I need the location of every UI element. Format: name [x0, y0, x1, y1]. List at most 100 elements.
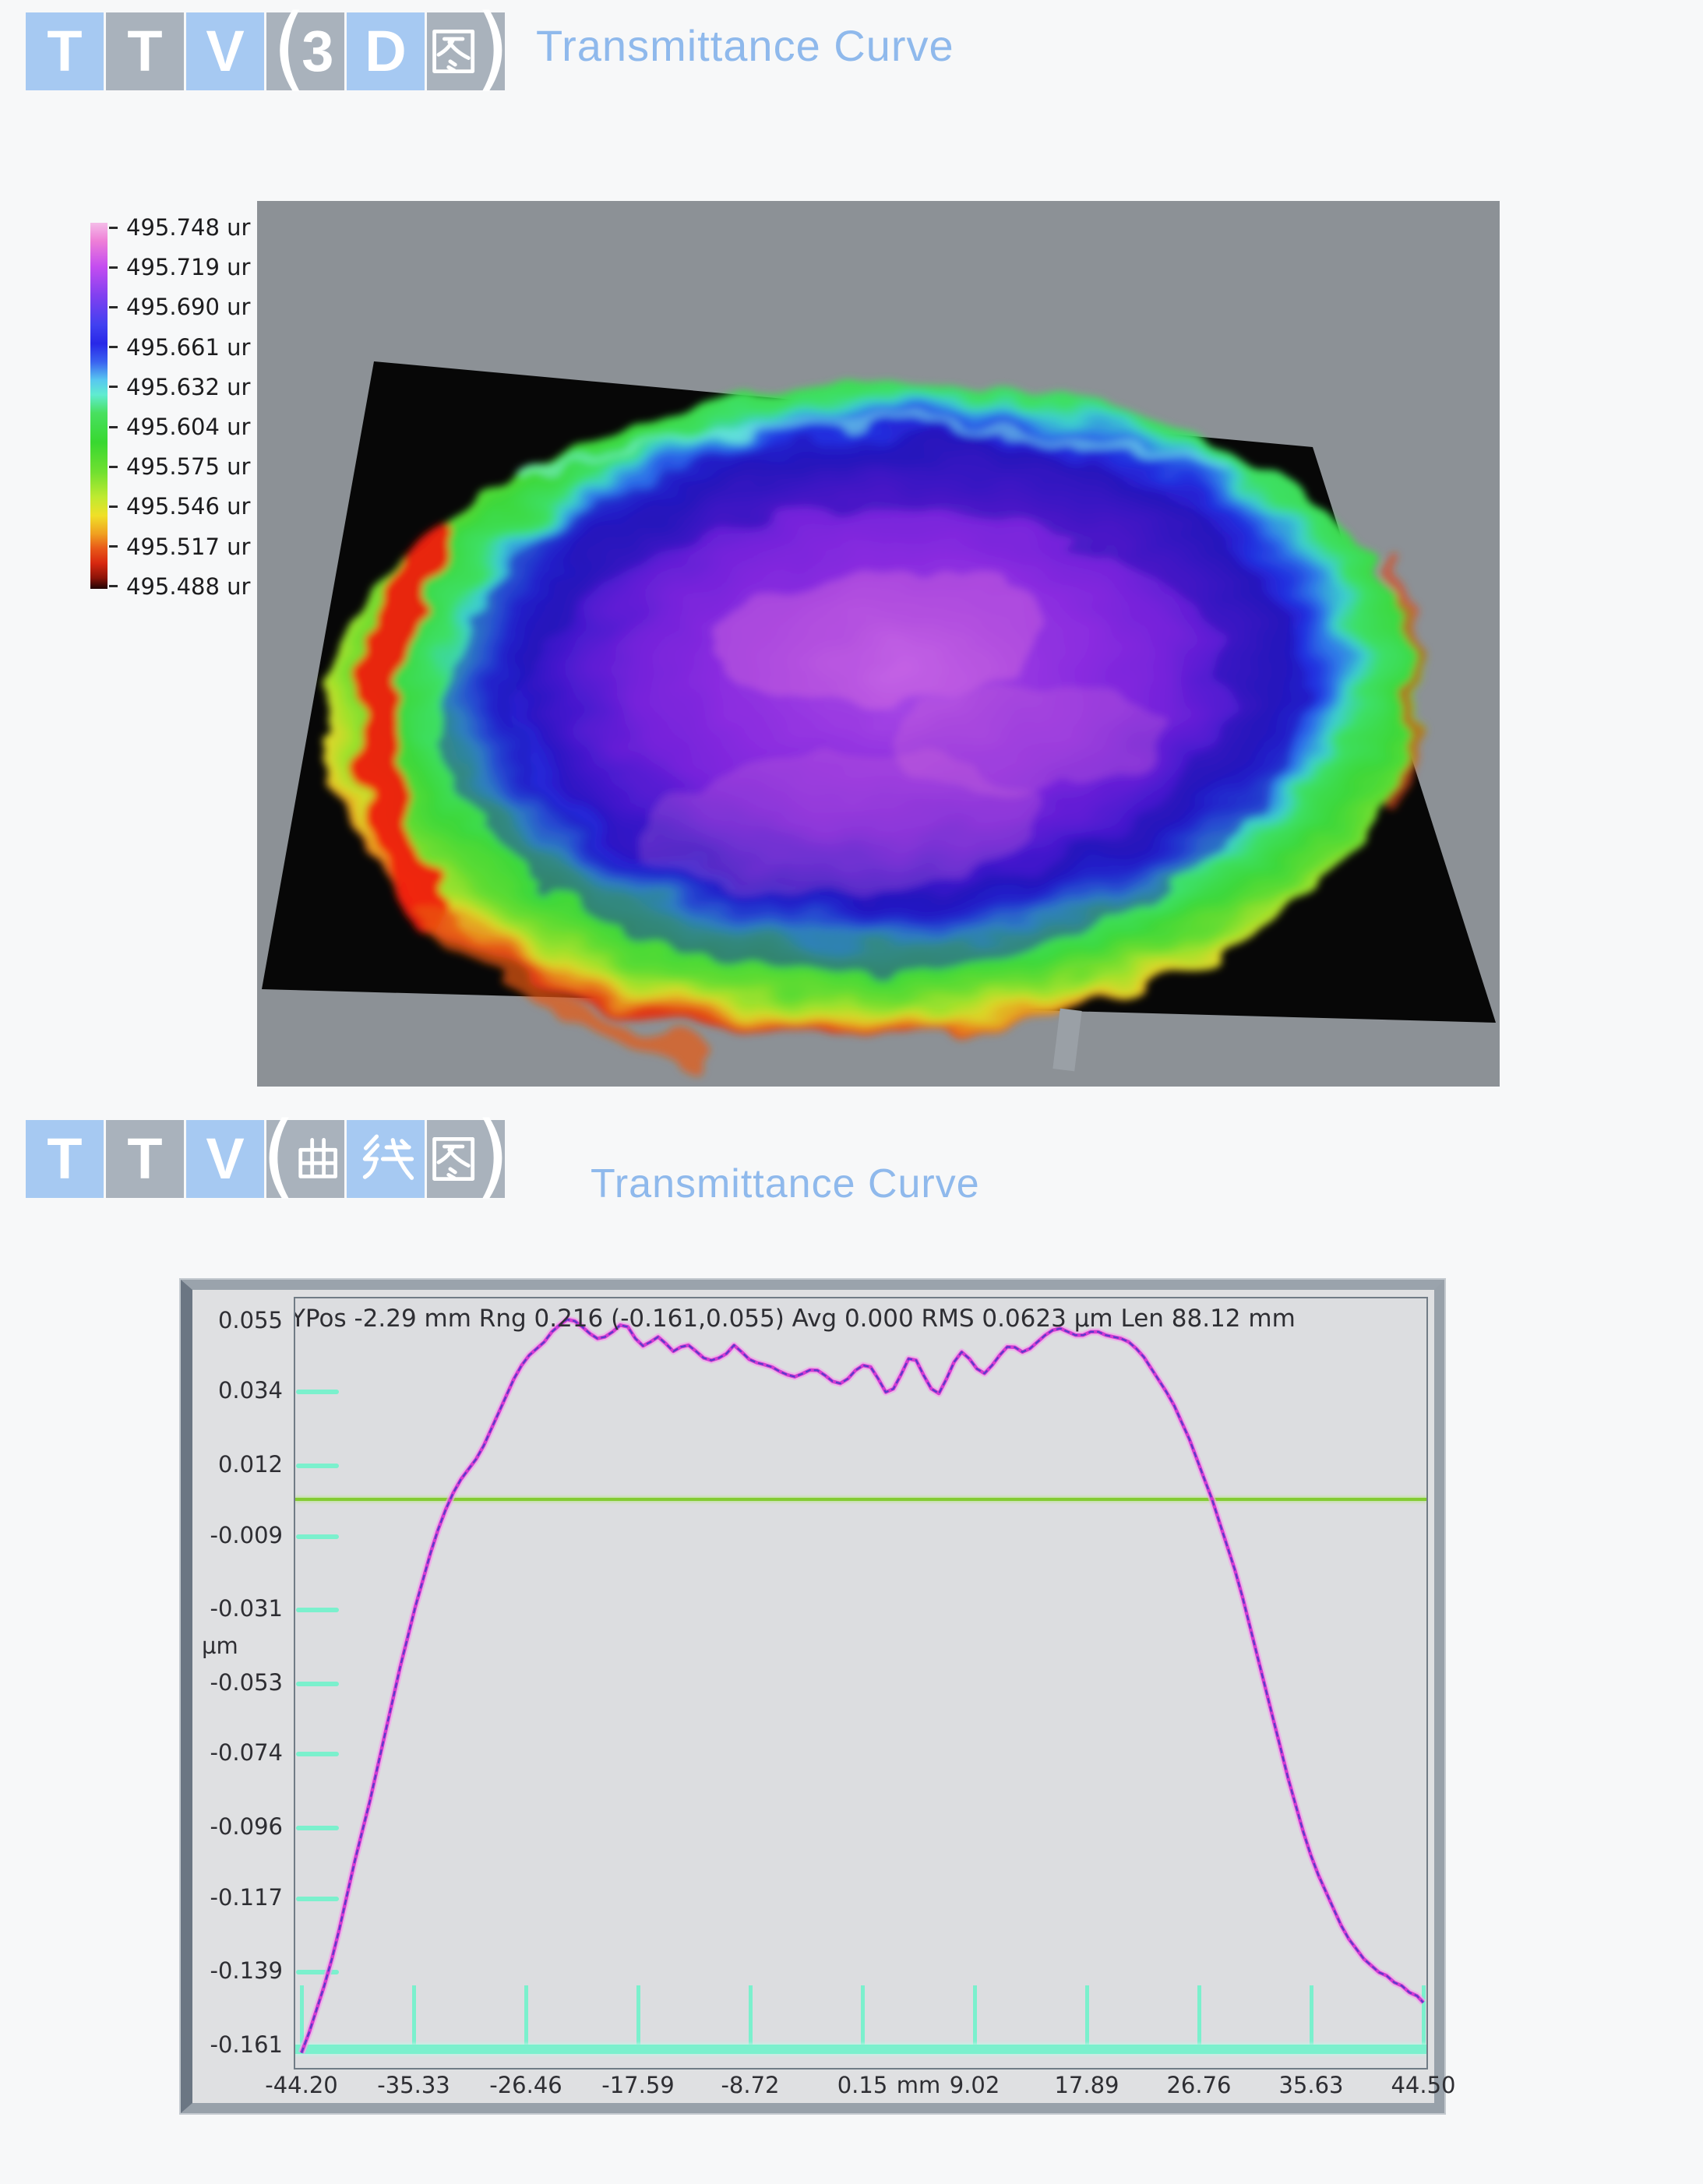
title-3d-block-0: T [26, 12, 104, 90]
color-scale-bar [90, 223, 108, 589]
baseline-bar [295, 2045, 1426, 2054]
x-axis-unit: mm [896, 2072, 941, 2098]
x-tick-label: 9.02 [949, 2072, 1000, 2098]
surface-3d-panel [257, 201, 1500, 1087]
legend-label: 495.661 ur [126, 333, 251, 361]
cjk-glyph-icon [298, 1138, 337, 1178]
legend-entry: 495.575 ur [109, 453, 259, 481]
legend-label: 495.546 ur [126, 493, 251, 520]
legend-tick-mark [109, 386, 118, 389]
plot-area: YPos -2.29 mm Rng 0.216 (-0.161,0.055) A… [294, 1297, 1428, 2070]
paren-glyph: ) [475, 0, 509, 101]
profile-chart-inner: 0.055 0.034 0.012 -0.009 -0.031 µm -0.053 -0.07… [192, 1290, 1456, 2103]
legend-label: 495.690 ur [126, 294, 251, 321]
x-tick-line [749, 1985, 753, 2054]
y-tick-dash [296, 1682, 339, 1686]
y-tick-label: 0.055 [217, 1307, 283, 1333]
title-curve-block-4 [347, 1120, 425, 1198]
title-3d-block-2: V [186, 12, 264, 90]
x-tick-label: 44.50 [1391, 2072, 1456, 2098]
y-tick-label: 0.034 [217, 1377, 283, 1404]
cjk-glyph-icon [432, 1136, 475, 1182]
legend-tick-mark [109, 425, 118, 428]
legend-tick-mark [109, 465, 118, 468]
x-tick-label: 17.89 [1054, 2072, 1119, 2098]
x-tick-label: 0.15 [837, 2072, 888, 2098]
letter-glyph: 3 [301, 19, 334, 83]
y-tick-label: -0.161 [210, 2031, 284, 2058]
legend-label: 495.488 ur [126, 572, 251, 600]
legend-entry: 495.632 ur [109, 373, 259, 401]
letter-glyph: V [206, 19, 245, 83]
x-tick-line [524, 1985, 528, 2054]
title-3d-block-1: T [106, 12, 184, 90]
y-tick-dash [296, 1390, 339, 1395]
section-curve-subtitle: Transmittance Curve [591, 1161, 980, 1206]
letter-glyph: D [365, 19, 407, 83]
x-tick-line [973, 1985, 977, 2054]
legend-label: 495.604 ur [126, 414, 251, 440]
title-3d-block-4: D [347, 12, 425, 90]
legend-entry: 495.546 ur [109, 492, 259, 520]
zero-reference-line [295, 1498, 1426, 1502]
y-tick-label: -0.074 [210, 1739, 284, 1767]
title-curve-block-5: ) [427, 1111, 509, 1201]
x-tick-label: -44.20 [265, 2072, 338, 2098]
plane-notch [1052, 1008, 1082, 1072]
paren-glyph: ( [262, 1103, 296, 1209]
x-tick-label: -17.59 [601, 2072, 675, 2098]
y-tick-label: -0.053 [210, 1669, 284, 1696]
title-curve-block-0: T [26, 1120, 104, 1198]
legend-entry: 495.517 ur [109, 533, 259, 561]
y-tick-dash [296, 1970, 339, 1975]
paren-glyph: ( [272, 0, 307, 101]
legend-tick-mark [109, 266, 118, 269]
title-curve-block-3: ( [262, 1111, 344, 1201]
x-tick-line [636, 1985, 640, 2054]
legend-entry: 495.604 ur [109, 413, 259, 441]
title-curve-block-2: V [186, 1120, 264, 1198]
profile-curve-line [299, 1317, 1425, 2054]
y-tick-label: 0.012 [217, 1451, 283, 1478]
profile-curve-line [300, 1318, 1424, 2053]
legend-tick-mark [109, 545, 118, 548]
x-tick-label: 35.63 [1278, 2072, 1344, 2098]
section-3d-title: T T V(3 D) [26, 3, 509, 93]
letter-glyph: T [47, 1126, 83, 1191]
x-tick-line [1310, 1985, 1313, 2054]
y-tick-dash [296, 1896, 339, 1901]
title-3d-block-3: (3 [266, 3, 344, 93]
y-tick-label: -0.009 [210, 1521, 284, 1548]
chart-header-text: YPos -2.29 mm Rng 0.216 (-0.161,0.055) A… [294, 1305, 1296, 1333]
y-tick-label: -0.139 [210, 1957, 284, 1985]
legend-entry: 495.748 ur [109, 213, 259, 241]
letter-glyph: T [127, 1126, 163, 1191]
legend-label: 495.517 ur [126, 533, 251, 560]
cjk-glyph-icon [432, 29, 475, 74]
legend-tick-mark [109, 305, 118, 308]
y-tick-label: -0.031 [210, 1595, 284, 1622]
legend-entry: 495.690 ur [109, 293, 259, 321]
profile-chart-widget: 0.055 0.034 0.012 -0.009 -0.031 µm -0.053 -0.07… [181, 1280, 1456, 2113]
y-tick-dash [296, 1752, 339, 1757]
letter-glyph: V [206, 1126, 245, 1191]
profile-curve-line [298, 1316, 1426, 2055]
legend-entry: 495.661 ur [109, 333, 259, 361]
legend-entry: 495.719 ur [109, 253, 259, 281]
wafer-disc [323, 382, 1422, 1062]
section-curve-title: T T V() [26, 1111, 509, 1201]
x-tick-line [861, 1985, 865, 2054]
profile-curve [298, 1316, 1426, 2055]
section-3d-subtitle: Transmittance Curve [536, 21, 954, 70]
legend-tick-mark [109, 346, 118, 349]
legend-tick-mark [109, 226, 118, 229]
legend-label: 495.719 ur [126, 254, 251, 281]
y-tick-label: -0.117 [210, 1883, 284, 1911]
legend-entry: 495.488 ur [109, 572, 259, 601]
y-tick-dash [296, 1826, 339, 1831]
legend-tick-mark [109, 505, 118, 508]
x-tick-line [1197, 1985, 1201, 2054]
paren-glyph: ) [475, 1103, 509, 1209]
x-tick-line [300, 1985, 304, 2054]
